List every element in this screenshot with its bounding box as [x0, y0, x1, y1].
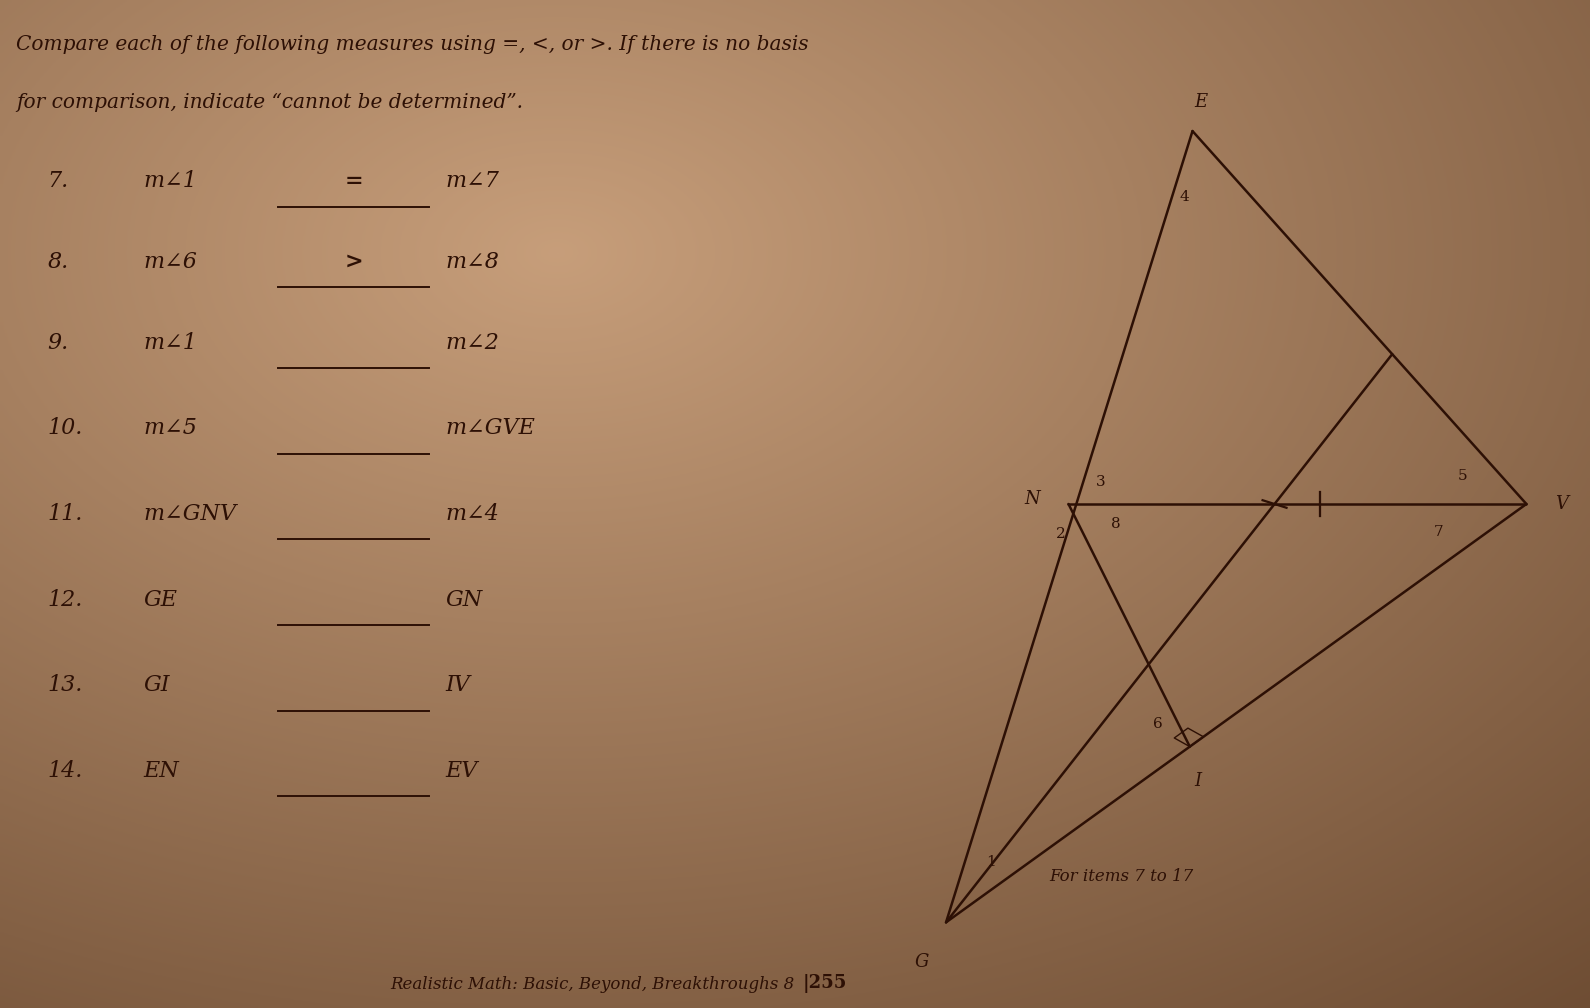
Text: Compare each of the following measures using =, <, or >. If there is no basis: Compare each of the following measures u… [16, 35, 809, 54]
Text: GI: GI [143, 674, 170, 697]
Text: 1: 1 [986, 855, 995, 869]
Text: I: I [1194, 772, 1202, 790]
Text: 12.: 12. [48, 589, 83, 611]
Text: m∠GVE: m∠GVE [445, 417, 536, 439]
Text: 7: 7 [1434, 525, 1444, 539]
Text: Realistic Math: Basic, Beyond, Breakthroughs 8: Realistic Math: Basic, Beyond, Breakthro… [391, 976, 795, 993]
Text: For items 7 to 17: For items 7 to 17 [1049, 869, 1194, 885]
Text: GN: GN [445, 589, 482, 611]
Text: >: > [345, 251, 363, 273]
Text: 8: 8 [1111, 517, 1121, 531]
Text: E: E [1194, 93, 1207, 111]
Text: G: G [914, 953, 930, 971]
Text: 13.: 13. [48, 674, 83, 697]
Text: for comparison, indicate “cannot be determined”.: for comparison, indicate “cannot be dete… [16, 93, 523, 112]
Text: 8.: 8. [48, 251, 68, 273]
Text: m∠GNV: m∠GNV [143, 503, 237, 525]
Text: 4: 4 [1180, 190, 1189, 204]
Text: EN: EN [143, 760, 178, 782]
Text: m∠5: m∠5 [143, 417, 197, 439]
Text: 7.: 7. [48, 170, 68, 193]
Text: V: V [1555, 495, 1568, 513]
Text: m∠6: m∠6 [143, 251, 197, 273]
Text: m∠4: m∠4 [445, 503, 499, 525]
Text: 9.: 9. [48, 332, 68, 354]
Text: m∠1: m∠1 [143, 332, 197, 354]
Text: =: = [345, 170, 363, 193]
Text: 5: 5 [1458, 469, 1468, 483]
Text: 11.: 11. [48, 503, 83, 525]
Text: 6: 6 [1153, 718, 1162, 732]
Text: 2: 2 [1056, 527, 1065, 541]
Text: IV: IV [445, 674, 471, 697]
Text: |255: |255 [803, 974, 847, 993]
Text: 14.: 14. [48, 760, 83, 782]
Text: GE: GE [143, 589, 176, 611]
Text: 10.: 10. [48, 417, 83, 439]
Text: m∠7: m∠7 [445, 170, 499, 193]
Text: m∠2: m∠2 [445, 332, 499, 354]
Text: 3: 3 [1096, 475, 1105, 489]
Text: EV: EV [445, 760, 477, 782]
Text: m∠8: m∠8 [445, 251, 499, 273]
Text: N: N [1024, 490, 1040, 508]
Text: m∠1: m∠1 [143, 170, 197, 193]
